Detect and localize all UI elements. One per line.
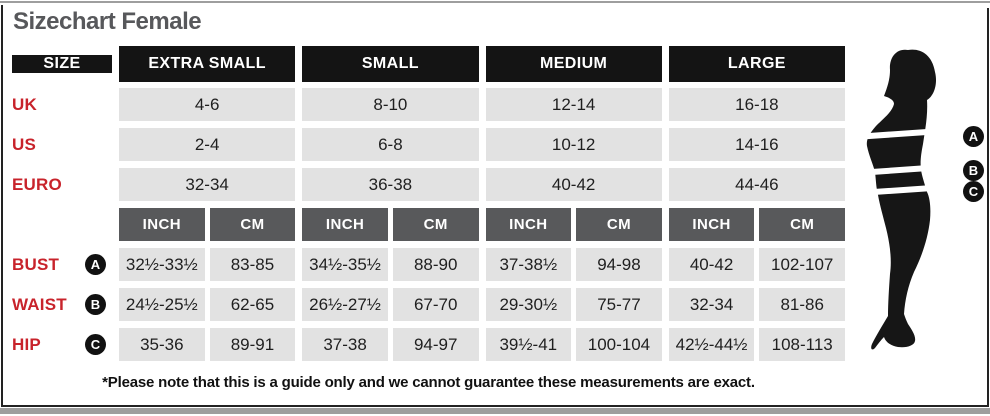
cell-uk-extra-small: 4-6 xyxy=(119,88,296,121)
cell-uk-large: 16-18 xyxy=(668,88,845,121)
top-edge-line xyxy=(0,1,990,3)
column-header-medium: MEDIUM xyxy=(485,46,662,82)
cell-euro-small: 36-38 xyxy=(302,168,479,201)
unit-header-inch-s: INCH xyxy=(302,208,388,241)
cell-hip-l-cm: 108-113 xyxy=(759,328,845,361)
table-row-waist: WAIST B 24½-25½ 62-65 26½-27½ 67-70 29-3… xyxy=(12,288,845,321)
table-row-hip: HIP C 35-36 89-91 37-38 94-97 39½-41 100… xyxy=(12,328,845,361)
unit-header-inch-xs: INCH xyxy=(119,208,205,241)
row-label-us: US xyxy=(12,134,37,154)
column-header-extra-small: EXTRA SMALL xyxy=(119,46,296,82)
cell-bust-xs-inch: 32½-33½ xyxy=(119,248,205,281)
size-header-cell: SIZE xyxy=(12,55,112,73)
marker-a-badge: A xyxy=(85,254,106,275)
cell-us-small: 6-8 xyxy=(302,128,479,161)
unit-header-row: INCH CM INCH CM INCH CM INCH CM xyxy=(12,208,845,241)
cell-hip-s-inch: 37-38 xyxy=(302,328,388,361)
cell-waist-l-cm: 81-86 xyxy=(759,288,845,321)
figure-marker-c-badge: C xyxy=(963,181,984,202)
cell-waist-xs-cm: 62-65 xyxy=(209,288,296,321)
cell-hip-s-cm: 94-97 xyxy=(392,328,479,361)
cell-us-extra-small: 2-4 xyxy=(119,128,296,161)
bottom-shadow-bar xyxy=(0,408,990,414)
cell-hip-xs-inch: 35-36 xyxy=(119,328,205,361)
cell-hip-xs-cm: 89-91 xyxy=(209,328,296,361)
cell-bust-l-inch: 40-42 xyxy=(668,248,755,281)
marker-c-badge: C xyxy=(85,334,106,355)
cell-bust-l-cm: 102-107 xyxy=(759,248,845,281)
cell-waist-xs-inch: 24½-25½ xyxy=(119,288,205,321)
cell-bust-m-inch: 37-38½ xyxy=(485,248,572,281)
sizechart-panel: Sizechart Female SIZE EXTRA SMALL SMALL … xyxy=(12,6,845,391)
cell-us-large: 14-16 xyxy=(668,128,845,161)
frame-border-bottom xyxy=(1,405,989,407)
female-silhouette-figure xyxy=(862,49,939,350)
cell-bust-xs-cm: 83-85 xyxy=(209,248,296,281)
cell-waist-s-cm: 67-70 xyxy=(392,288,479,321)
row-label-hip: HIP xyxy=(12,334,41,354)
table-row-us: US 2-4 6-8 10-12 14-16 xyxy=(12,128,845,161)
frame-border-left xyxy=(1,5,3,406)
unit-header-cm-m: CM xyxy=(576,208,662,241)
column-header-small: SMALL xyxy=(302,46,479,82)
unit-header-cm-l: CM xyxy=(759,208,845,241)
unit-header-cm-s: CM xyxy=(392,208,479,241)
footnote: *Please note that this is a guide only a… xyxy=(102,374,755,391)
marker-b-badge: B xyxy=(85,294,106,315)
size-header-row: SIZE EXTRA SMALL SMALL MEDIUM LARGE xyxy=(12,46,845,82)
row-label-uk: UK xyxy=(12,94,37,114)
row-label-waist: WAIST xyxy=(12,294,67,314)
cell-bust-m-cm: 94-98 xyxy=(576,248,662,281)
cell-uk-medium: 12-14 xyxy=(485,88,662,121)
cell-euro-large: 44-46 xyxy=(668,168,845,201)
cell-waist-s-inch: 26½-27½ xyxy=(302,288,388,321)
figure-marker-a-badge: A xyxy=(963,126,984,147)
page-title: Sizechart Female xyxy=(13,8,202,35)
cell-euro-medium: 40-42 xyxy=(485,168,662,201)
table-row-uk: UK 4-6 8-10 12-14 16-18 xyxy=(12,88,845,121)
cell-euro-extra-small: 32-34 xyxy=(119,168,296,201)
cell-bust-s-cm: 88-90 xyxy=(392,248,479,281)
cell-waist-m-cm: 75-77 xyxy=(576,288,662,321)
cell-waist-l-inch: 32-34 xyxy=(668,288,755,321)
cell-hip-m-inch: 39½-41 xyxy=(485,328,572,361)
row-label-bust: BUST xyxy=(12,254,60,274)
table-row-bust: BUST A 32½-33½ 83-85 34½-35½ 88-90 37-38… xyxy=(12,248,845,281)
row-label-euro: EURO xyxy=(12,174,62,194)
cell-waist-m-inch: 29-30½ xyxy=(485,288,572,321)
unit-header-cm-xs: CM xyxy=(209,208,296,241)
figure-marker-b-badge: B xyxy=(963,160,984,181)
cell-hip-m-cm: 100-104 xyxy=(576,328,662,361)
cell-uk-small: 8-10 xyxy=(302,88,479,121)
unit-header-inch-m: INCH xyxy=(485,208,572,241)
frame-border-right xyxy=(987,8,989,406)
cell-us-medium: 10-12 xyxy=(485,128,662,161)
table-row-euro: EURO 32-34 36-38 40-42 44-46 xyxy=(12,168,845,201)
cell-bust-s-inch: 34½-35½ xyxy=(302,248,388,281)
cell-hip-l-inch: 42½-44½ xyxy=(668,328,755,361)
column-header-large: LARGE xyxy=(668,46,845,82)
unit-row-spacer xyxy=(12,208,112,241)
unit-header-inch-l: INCH xyxy=(668,208,755,241)
